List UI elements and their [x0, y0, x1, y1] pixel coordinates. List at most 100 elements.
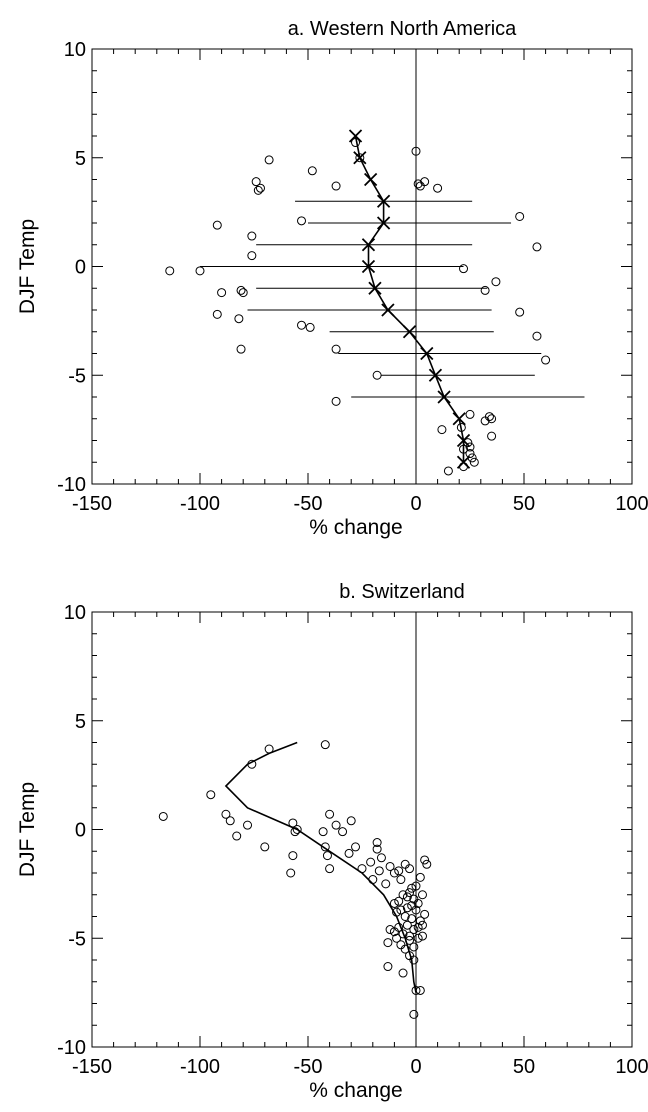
- scatter-point: [515, 307, 525, 317]
- x-tick-label: -150: [72, 1056, 112, 1078]
- series-marker: [348, 129, 363, 143]
- scatter-point: [437, 425, 447, 435]
- x-tick-label: 0: [410, 1056, 421, 1078]
- series-marker: [353, 151, 367, 165]
- scatter-point: [212, 220, 222, 230]
- scatter-point: [415, 916, 425, 926]
- series-marker: [452, 412, 466, 426]
- scatter-point: [420, 177, 430, 187]
- series-marker: [361, 259, 376, 274]
- scatter-point: [325, 864, 335, 874]
- scatter-point: [318, 827, 328, 837]
- scatter-point: [407, 914, 417, 924]
- scatter-point: [480, 416, 490, 426]
- scatter-point: [255, 183, 265, 193]
- x-axis-label: % change: [309, 516, 402, 539]
- series-line: [354, 135, 465, 463]
- scatter-point: [398, 929, 408, 939]
- scatter-point: [409, 925, 419, 935]
- y-tick-label: 5: [75, 711, 86, 733]
- scatter-point: [396, 875, 406, 885]
- scatter-point: [225, 816, 235, 826]
- scatter-point: [264, 155, 274, 165]
- scatter-point: [372, 370, 382, 380]
- x-tick-label: -100: [180, 493, 220, 515]
- scatter-point: [368, 875, 378, 885]
- scatter-point: [221, 809, 231, 819]
- scatter-point: [420, 909, 430, 919]
- scatter-point: [217, 288, 227, 298]
- scatter-point: [251, 177, 261, 187]
- scatter-point: [402, 920, 412, 930]
- y-tick-label: 0: [75, 257, 86, 279]
- chart-title: b. Switzerland: [339, 581, 465, 603]
- scatter-point: [195, 266, 205, 276]
- scatter-point: [484, 412, 494, 422]
- scatter-point: [532, 331, 542, 341]
- scatter-point: [374, 866, 384, 876]
- scatter-point: [443, 466, 453, 476]
- plot-frame: [91, 611, 633, 1048]
- scatter-point: [247, 251, 257, 261]
- scatter-point: [394, 866, 404, 876]
- scatter-point: [400, 859, 410, 869]
- scatter-point: [415, 181, 425, 191]
- scatter-point: [385, 861, 395, 871]
- scatter-point: [206, 790, 216, 800]
- x-tick-label: -50: [294, 1056, 323, 1078]
- scatter-point: [413, 898, 423, 908]
- y-tick-label: 5: [75, 148, 86, 170]
- y-tick-label: 0: [75, 820, 86, 842]
- scatter-point: [541, 355, 551, 365]
- scatter-point: [396, 940, 406, 950]
- scatter-point: [322, 851, 332, 861]
- scatter-point: [212, 309, 222, 319]
- scatter-point: [409, 942, 419, 952]
- series-marker: [364, 172, 378, 187]
- series-marker: [428, 368, 443, 382]
- scatter-point: [411, 881, 421, 891]
- scatter-point: [415, 872, 425, 882]
- scatter-point: [469, 457, 479, 467]
- x-tick-label: -100: [180, 1056, 220, 1078]
- scatter-point: [236, 344, 246, 354]
- scatter-point: [385, 925, 395, 935]
- scatter-point: [236, 285, 246, 295]
- scatter-point: [389, 898, 399, 908]
- scatter-point: [165, 266, 175, 276]
- scatter-point: [305, 322, 315, 332]
- scatter-point: [383, 938, 393, 948]
- scatter-point: [325, 809, 335, 819]
- chart-title: a. Western North America: [288, 18, 517, 40]
- scatter-point: [346, 816, 356, 826]
- scatter-point: [405, 931, 415, 941]
- panel-western-north-america: a. Western North America-150 -100 -50 0 50 10…: [16, 18, 648, 539]
- scatter-point: [411, 985, 421, 995]
- scatter-point: [398, 968, 408, 978]
- scatter-point: [158, 811, 168, 821]
- x-tick-label: 0: [410, 493, 421, 515]
- series-marker: [368, 281, 382, 295]
- scatter-point: [409, 955, 419, 965]
- scatter-point: [417, 920, 427, 930]
- scatter-point: [411, 146, 421, 156]
- scatter-point: [372, 844, 382, 854]
- series-marker: [361, 238, 376, 252]
- scatter-point: [253, 185, 263, 195]
- scatter-point: [355, 153, 365, 163]
- scatter-point: [376, 853, 386, 863]
- scatter-point: [413, 933, 423, 943]
- scatter-point: [243, 820, 253, 830]
- y-tick-label: 10: [64, 602, 86, 624]
- scatter-point: [331, 344, 341, 354]
- scatter-point: [381, 879, 391, 889]
- series-marker: [437, 390, 451, 404]
- scatter-point: [532, 242, 542, 252]
- scatter-point: [344, 848, 354, 858]
- x-tick-label: 100: [615, 493, 648, 515]
- y-tick-label: 10: [64, 39, 86, 61]
- y-tick-label: -5: [68, 365, 86, 387]
- x-tick-label: 50: [513, 493, 535, 515]
- x-tick-label: -50: [294, 493, 323, 515]
